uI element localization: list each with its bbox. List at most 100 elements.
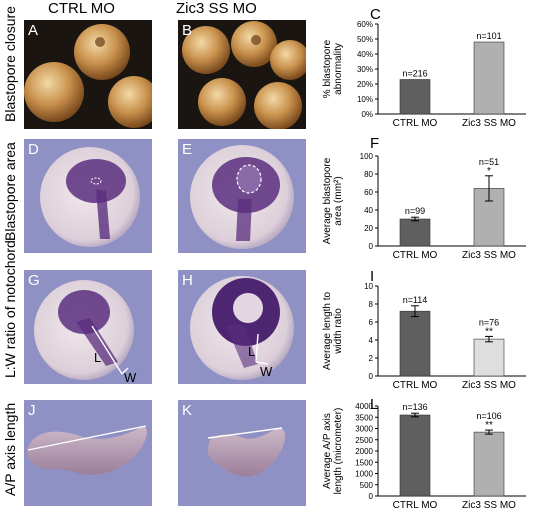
panel-a-label: A: [28, 22, 39, 39]
chart-i-ytick-label: 2: [369, 354, 374, 363]
chart-i-category-label-0: CTRL MO: [393, 380, 438, 391]
chart-f-category-label-1: Zic3 SS MO: [462, 250, 516, 261]
chart-c-ytick-label: 20%: [357, 80, 373, 89]
panel-d-embryo: [24, 139, 152, 253]
chart-i-data-label-0: n=114: [403, 295, 428, 305]
chart-c-category-label-1: Zic3 SS MO: [462, 118, 516, 129]
chart-f-bar-0: [399, 218, 431, 247]
chart-l-ytick-label: 0: [369, 492, 374, 501]
column-header-zic3: Zic3 SS MO: [176, 0, 257, 17]
chart-l-ylabel-line-1: length (micrometer): [333, 408, 344, 495]
panel-g-width-label: W: [124, 370, 137, 384]
chart-c-ytick-label: 0%: [361, 110, 373, 119]
panel-e-label: E: [182, 141, 193, 158]
panel-j-tadpole: [24, 400, 152, 506]
panel-h-embryo: [178, 270, 306, 384]
chart-c-bar-0: [399, 79, 431, 115]
panel-g-image: G L W: [24, 270, 152, 384]
chart-i-bar-1: [473, 338, 505, 377]
panel-a-image: A: [24, 20, 152, 129]
chart-f-data-label-0: n=99: [405, 206, 425, 216]
chart-l-ytick-label: 1000: [355, 470, 373, 479]
row-label-blastopore-closure: Blastopore closure: [2, 6, 18, 122]
chart-i-ytick-label: 4: [369, 336, 374, 345]
chart-c-ytick-label: 60%: [357, 20, 373, 29]
panel-i-label: I: [370, 268, 375, 285]
panel-k-label: K: [182, 402, 193, 419]
panel-g-embryo: [24, 270, 152, 384]
chart-f-ytick-label: 0: [369, 242, 374, 251]
panel-l-label: L: [370, 396, 379, 413]
panel-b-image: B: [178, 20, 306, 129]
chart-l-ytick-label: 500: [360, 481, 374, 490]
panel-b-embryos: [178, 20, 306, 129]
chart-f-category-label-0: CTRL MO: [393, 250, 438, 261]
panel-j-image: J: [24, 400, 152, 506]
chart-f-significance-1: *: [487, 166, 491, 177]
chart-l-data-label-1: n=106: [476, 411, 501, 421]
chart-c-ytick-label: 30%: [357, 65, 373, 74]
chart-i-ytick-label: 8: [369, 300, 374, 309]
panel-h-width-label: W: [260, 364, 273, 379]
panel-c-label: C: [370, 6, 381, 23]
chart-i-significance-1: **: [485, 326, 493, 337]
chart-c: % blastopore abnormality 0% 10% 20% 30% 40% 50%…: [322, 20, 526, 129]
chart-f-ytick-label: 100: [360, 152, 374, 161]
chart-f: Average blastopore area (mm²) 0 20 40 60 80 100…: [322, 152, 526, 261]
chart-c-data-label-1: n=101: [476, 31, 501, 41]
panel-d-image: D: [24, 139, 152, 253]
chart-c-data-label-0: n=216: [402, 69, 427, 79]
chart-f-ytick-label: 40: [364, 206, 373, 215]
chart-i-bar-0: [399, 310, 431, 377]
panel-k-image: K: [178, 400, 306, 506]
chart-l-bar-0: [399, 414, 431, 497]
panel-f-label: F: [370, 135, 380, 152]
chart-i-ytick-label: 10: [364, 282, 373, 291]
chart-c-ylabel-line-0: % blastopore: [322, 39, 333, 98]
chart-i-data-label-1: n=76: [479, 317, 499, 327]
panel-h-length-label: L: [248, 344, 256, 359]
panel-a-embryos: [24, 20, 152, 129]
chart-l-ytick-label: 3500: [355, 413, 373, 422]
panel-j-label: J: [28, 402, 36, 419]
chart-i: Average length to width ratio 0 2 4 6 8 10 n=114…: [322, 282, 526, 391]
row-label-blastopore-area: Blastopore area: [2, 142, 18, 241]
chart-l-category-label-1: Zic3 SS MO: [462, 500, 516, 511]
chart-l-ytick-label: 2500: [355, 436, 373, 445]
chart-c-category-label-0: CTRL MO: [393, 118, 438, 129]
chart-i-category-label-1: Zic3 SS MO: [462, 380, 516, 391]
chart-f-ytick-label: 60: [364, 188, 373, 197]
chart-l-data-label-0: n=136: [402, 402, 427, 412]
chart-f-ylabel-line-0: Average blastopore: [322, 157, 333, 244]
panel-g-label: G: [28, 272, 40, 289]
chart-i-ylabel-line-0: Average length to: [322, 291, 333, 370]
chart-l-significance-1: **: [485, 420, 493, 431]
column-header-ctrl: CTRL MO: [48, 0, 115, 17]
chart-c-ytick-label: 10%: [357, 95, 373, 104]
chart-c-bar-1: [473, 41, 505, 115]
chart-l-ylabel-line-0: Average A/P axis: [322, 413, 333, 489]
panel-g-length-label: L: [94, 350, 102, 365]
chart-l-ytick-label: 1500: [355, 458, 373, 467]
chart-f-ytick-label: 20: [364, 224, 373, 233]
panel-h-label: H: [182, 272, 193, 289]
row-label-ap-axis: A/P axis length: [2, 402, 18, 496]
panel-e-image: E: [178, 139, 306, 253]
chart-l-bar-1: [473, 431, 505, 497]
chart-l-ytick-label: 3000: [355, 425, 373, 434]
chart-i-ylabel-line-1: width ratio: [333, 308, 344, 355]
chart-f-data-label-1: n=51: [479, 157, 499, 167]
panel-h-image: H L W: [178, 270, 306, 384]
chart-l-ytick-label: 2000: [355, 447, 373, 456]
chart-c-ytick-label: 40%: [357, 50, 373, 59]
row-label-lw-ratio: L:W ratio of notochord: [2, 240, 18, 378]
chart-f-ytick-label: 80: [364, 170, 373, 179]
chart-c-ylabel-line-1: abnormality: [333, 43, 344, 95]
chart-f-ylabel-line-1: area (mm²): [333, 176, 344, 225]
chart-l: Average A/P axis length (micrometer) 0 500 1…: [322, 402, 526, 511]
panel-e-embryo: [178, 139, 306, 253]
chart-l-ytick-label: 4000: [355, 402, 373, 411]
panel-b-label: B: [182, 22, 193, 39]
chart-l-category-label-0: CTRL MO: [393, 500, 438, 511]
chart-i-ytick-label: 0: [369, 372, 374, 381]
